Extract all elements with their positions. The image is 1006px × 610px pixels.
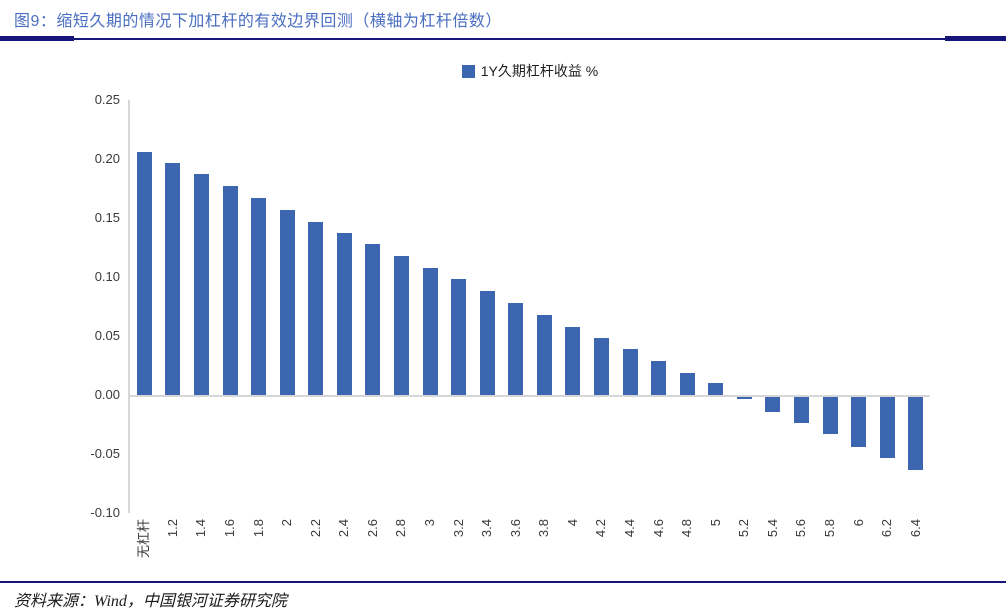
x-tick-label: 3.6 — [508, 519, 523, 538]
legend-label: 1Y久期杠杆收益 % — [480, 63, 599, 79]
bar — [908, 397, 923, 470]
bar — [423, 268, 438, 395]
x-tick-label: 4.8 — [679, 519, 694, 538]
bar — [565, 327, 580, 395]
x-tick-label: 4.6 — [651, 519, 666, 538]
x-tick-label: 3.4 — [479, 519, 494, 538]
bar-chart-plot-area: 0.25 0.20 0.15 0.10 0.05 0.00 -0.05 -0.10 无杠杆 1.2… — [90, 92, 930, 558]
y-tick-label: 0.25 — [94, 92, 120, 107]
bar — [680, 373, 695, 395]
legend-swatch-icon — [461, 64, 475, 78]
x-tick-label: 4.2 — [593, 519, 608, 538]
bar — [137, 152, 152, 395]
chart-legend: 1Y久期杠杆收益 % — [130, 61, 930, 81]
x-tick-label: 5.6 — [793, 519, 808, 538]
bar — [794, 397, 809, 423]
bar — [480, 291, 495, 395]
y-tick-label: 0.00 — [94, 387, 120, 402]
bar — [823, 397, 838, 434]
x-tick-label: 5.8 — [822, 519, 837, 538]
x-tick-label: 6.4 — [908, 519, 923, 538]
bar — [623, 349, 638, 395]
x-tick-label: 2.4 — [336, 519, 351, 538]
title-underline — [0, 38, 1006, 40]
x-tick-label: 6 — [851, 519, 866, 527]
bar — [194, 174, 209, 395]
bar — [651, 361, 666, 395]
x-tick-label: 5 — [708, 519, 723, 527]
source-note: 资料来源：Wind，中国银河证券研究院 — [14, 593, 287, 610]
bar — [537, 315, 552, 395]
bar — [394, 256, 409, 395]
bar — [251, 198, 266, 395]
bar — [851, 397, 866, 447]
bar — [451, 279, 466, 395]
bar — [280, 210, 295, 395]
x-tick-label: 3.2 — [451, 519, 466, 538]
figure-title: 图9：缩短久期的情况下加杠杆的有效边界回测（横轴为杠杆倍数） — [14, 13, 502, 30]
bar — [308, 222, 323, 395]
x-tick-label: 3 — [422, 519, 437, 527]
x-tick-label: 5.4 — [765, 519, 780, 538]
bar — [165, 163, 180, 395]
y-tick-label: -0.05 — [90, 446, 120, 461]
zero-baseline — [130, 395, 930, 397]
bar — [765, 397, 780, 412]
bar — [737, 397, 752, 399]
x-tick-label: 2.2 — [308, 519, 323, 538]
x-tick-label: 4.4 — [622, 519, 637, 538]
x-tick-label: 4 — [565, 519, 580, 527]
bar — [594, 338, 609, 395]
bar — [880, 397, 895, 458]
x-tick-label: 2.6 — [365, 519, 380, 538]
bar — [708, 383, 723, 395]
bar — [365, 244, 380, 395]
bar — [223, 186, 238, 395]
y-tick-label: -0.10 — [90, 505, 120, 520]
y-tick-label: 0.10 — [94, 269, 120, 284]
footer-divider — [0, 581, 1006, 583]
x-tick-label: 5.2 — [736, 519, 751, 538]
bar — [337, 233, 352, 395]
y-tick-label: 0.05 — [94, 328, 120, 343]
x-tick-label: 2.8 — [393, 519, 408, 538]
title-underline-thick-right — [945, 36, 1006, 41]
x-tick-label: 3.8 — [536, 519, 551, 538]
bar — [508, 303, 523, 395]
y-axis-line — [128, 100, 130, 513]
x-tick-label: 6.2 — [879, 519, 894, 538]
y-tick-label: 0.20 — [94, 151, 120, 166]
y-tick-label: 0.15 — [94, 210, 120, 225]
